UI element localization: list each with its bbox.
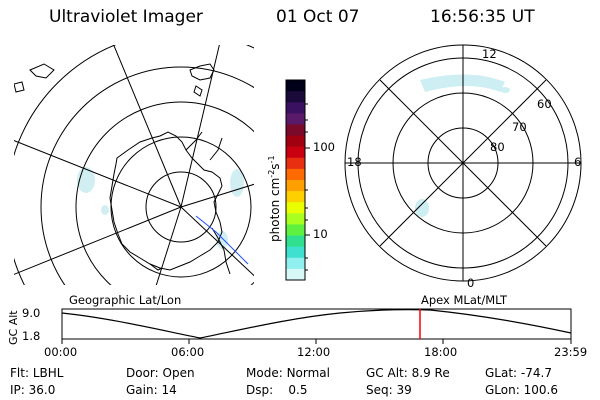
colorbar-segment	[286, 224, 305, 237]
strip-xtick-1200: 12:00	[297, 345, 331, 359]
strip-xtick-2359: 23:59	[554, 345, 588, 359]
strip-ytick-bottom: 1.8	[22, 329, 41, 343]
mlt-label-6: 6	[574, 155, 582, 169]
instrument-title: Ultraviolet Imager	[49, 7, 203, 27]
australia-coastline	[189, 63, 215, 81]
status-gc-alt: GC Alt: 8.9 Re	[366, 366, 450, 380]
status-seq: Seq: 39	[366, 383, 412, 397]
strip-xtick-1800: 18:00	[424, 345, 458, 359]
mlt-label-18: 18	[347, 155, 362, 169]
colorbar-segment	[286, 246, 305, 259]
mlt-label-12: 12	[482, 47, 497, 61]
status-mode: Mode: Normal	[246, 366, 330, 380]
status-glat: GLat: -74.7	[485, 366, 552, 380]
colorbar-segment	[286, 113, 305, 125]
colorbar-segment	[286, 191, 305, 203]
strip-ticks	[61, 339, 572, 344]
colorbar-segment	[286, 202, 305, 214]
status-glon: GLon: 100.6	[485, 383, 558, 397]
colorbar-tick-100: 100	[313, 140, 335, 154]
colorbar-segment	[286, 157, 305, 170]
strip-ylabel: GC Alt	[7, 310, 20, 345]
colorbar-segment	[286, 168, 305, 181]
antarctica-coastline	[109, 131, 223, 271]
colorbar-tick-10: 10	[313, 227, 328, 241]
colorbar-segment	[286, 135, 305, 148]
colorbar-gradient	[286, 80, 305, 281]
colorbar-segment	[286, 268, 305, 281]
mlt-label-0: 0	[467, 276, 475, 290]
status-dsp: Dsp: 0.5	[246, 383, 308, 397]
mlt-line-diag2	[379, 79, 547, 247]
colorbar-segment	[286, 146, 305, 159]
colorbar-segment	[286, 102, 305, 114]
colorbar-segment	[286, 124, 305, 137]
status-door: Door: Open	[126, 366, 195, 380]
status-ip: IP: 36.0	[10, 383, 56, 397]
time-label: 16:56:35 UT	[430, 7, 535, 27]
strip-xtick-0600: 06:00	[171, 345, 205, 359]
strip-right-title: Apex MLat/MLT	[421, 293, 508, 307]
status-filter: Flt: LBHL	[10, 366, 64, 380]
mlat-label-60: 60	[537, 97, 552, 111]
meridian-lines	[14, 45, 254, 285]
strip-left-title: Geographic Lat/Lon	[69, 293, 182, 307]
colorbar-segment	[286, 80, 305, 92]
strip-xtick-0000: 00:00	[44, 345, 78, 359]
mlat-label-80: 80	[490, 140, 505, 154]
mlat-label-70: 70	[512, 120, 527, 134]
date-label: 01 Oct 07	[276, 7, 360, 27]
colorbar-segment	[286, 213, 305, 225]
colorbar-segment	[286, 257, 305, 270]
colorbar-segment	[286, 91, 305, 103]
status-gain: Gain: 14	[126, 383, 177, 397]
colorbar-segment	[286, 180, 305, 192]
strip-ytick-top: 9.0	[22, 306, 41, 320]
altitude-curve	[61, 309, 572, 339]
colorbar-segment	[286, 235, 305, 248]
